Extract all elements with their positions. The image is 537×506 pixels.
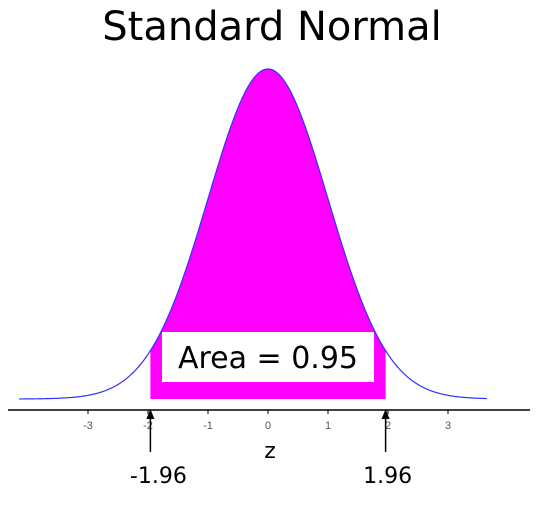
x-tick-label: 3 bbox=[445, 420, 451, 432]
x-tick-label: -1 bbox=[203, 420, 213, 432]
x-tick-label: 0 bbox=[265, 420, 271, 432]
x-tick-group: -3 -2 -1 0 1 2 3 bbox=[83, 410, 451, 432]
area-annotation-box: Area = 0.95 bbox=[162, 332, 374, 382]
critical-value-label: -1.96 bbox=[130, 464, 187, 489]
x-tick-label: -2 bbox=[143, 420, 153, 432]
x-tick-label: -3 bbox=[83, 420, 93, 432]
critical-value-label: 1.96 bbox=[363, 464, 412, 489]
area-annotation-text: Area = 0.95 bbox=[178, 341, 358, 376]
x-tick-label: 1 bbox=[325, 420, 331, 432]
chart-title: Standard Normal bbox=[102, 4, 441, 50]
x-axis-label: z bbox=[264, 439, 276, 464]
